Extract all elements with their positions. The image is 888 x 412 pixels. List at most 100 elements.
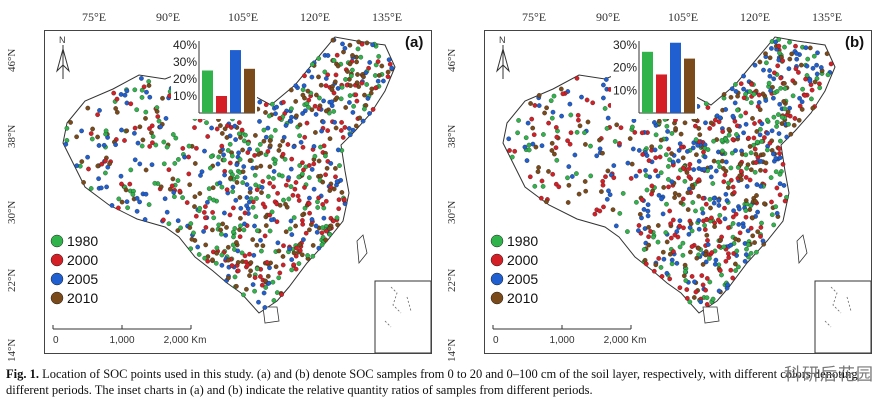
sample-point-2010 [673,126,678,131]
sample-point-2000 [628,176,634,181]
sample-point-2000 [336,206,342,212]
sample-point-2005 [677,218,683,224]
scale-bar-b: 0 1,000 2,000 Km [492,325,646,346]
sample-point-2000 [617,141,622,146]
sample-point-2010 [258,163,264,169]
sample-point-2005 [259,185,265,190]
sample-point-2000 [639,130,645,136]
sample-point-2005 [761,67,766,73]
sample-point-1980 [243,132,248,138]
sample-point-1980 [164,144,170,150]
sample-point-2000 [331,218,336,224]
sample-point-2000 [111,90,117,96]
sample-point-2005 [696,158,702,164]
legend-label-1980: 1980 [507,233,538,249]
sample-point-1980 [774,89,780,94]
sample-point-2000 [507,148,512,153]
sample-point-2005 [611,163,617,168]
sample-point-2005 [298,139,304,145]
sample-point-2010 [332,79,338,85]
sample-point-1980 [774,119,780,125]
sample-point-2000 [560,91,566,97]
sample-point-2010 [646,224,651,230]
sample-point-2000 [752,146,758,152]
sample-point-2010 [74,134,79,140]
sample-point-2005 [365,96,371,101]
sample-point-2000 [339,120,344,125]
sample-point-2005 [674,260,680,266]
sample-point-2005 [257,119,262,124]
sample-point-2005 [655,173,661,179]
sample-point-2005 [328,161,334,166]
sample-point-2000 [546,120,551,126]
sample-point-2005 [158,124,163,130]
sample-point-1980 [744,165,749,171]
sample-point-2005 [757,132,763,138]
sample-point-2005 [242,175,248,181]
sample-point-2005 [244,182,250,187]
sample-point-2000 [219,143,225,149]
sample-point-1980 [297,133,302,139]
sample-point-1980 [634,199,639,205]
sample-point-1980 [711,138,716,144]
sample-point-1980 [339,84,345,90]
sample-point-1980 [766,80,772,86]
sample-point-2000 [340,135,346,140]
sample-point-2000 [149,123,155,129]
map-panel-b: 75°E 90°E 105°E 120°E 135°E 46°N 38°N 30… [440,0,876,362]
inset-bar-2000 [656,74,667,113]
sample-point-2005 [124,88,130,94]
sample-point-2010 [259,190,264,195]
sample-point-2010 [217,149,223,154]
lat-tick-30: 30°N [6,200,18,224]
sample-point-2010 [234,180,240,185]
sample-point-2010 [361,74,366,80]
sample-point-2005 [777,181,783,187]
sample-point-2000 [643,261,649,267]
sample-point-2010 [214,250,220,256]
sample-point-2010 [291,250,297,256]
sample-point-1980 [548,98,554,104]
sample-point-2010 [754,129,760,134]
sample-point-2010 [792,80,798,86]
sample-point-1980 [663,152,669,158]
sample-point-2010 [225,244,231,250]
sample-point-2010 [712,224,717,229]
lon-tick-75-b: 75°E [522,10,547,24]
sample-point-1980 [667,157,672,163]
sample-point-2000 [252,275,258,280]
sample-point-2010 [238,215,243,221]
sample-point-2010 [748,167,754,173]
sample-point-2010 [720,158,725,164]
sample-point-2000 [331,90,337,96]
sample-point-2005 [320,119,326,125]
sample-point-2010 [297,242,303,247]
sample-point-2005 [289,257,295,262]
sample-point-2000 [300,160,305,166]
sample-point-1980 [281,197,286,203]
inset-tick-label: 10% [173,89,197,103]
sample-point-1980 [216,154,222,160]
inset-islands-a [384,286,412,328]
sample-point-2000 [141,84,147,90]
sample-point-2000 [701,149,706,155]
sample-point-2010 [552,151,557,157]
sample-point-1980 [782,106,788,112]
sample-point-1980 [252,288,257,294]
sample-point-2000 [703,287,708,293]
sample-point-2000 [705,238,710,243]
sample-point-1980 [726,132,732,138]
sample-point-2010 [690,185,696,191]
sample-point-1980 [214,245,220,251]
sample-point-2010 [314,92,319,98]
sample-point-2000 [796,70,801,75]
sample-point-2000 [275,190,280,196]
sample-point-2000 [193,213,199,219]
sample-point-1980 [540,184,546,189]
sample-point-1980 [219,231,224,237]
sample-point-2005 [124,100,130,106]
sample-point-2005 [661,256,667,262]
sample-point-2005 [269,217,274,223]
sample-point-1980 [276,275,282,281]
sample-point-2000 [103,158,108,164]
